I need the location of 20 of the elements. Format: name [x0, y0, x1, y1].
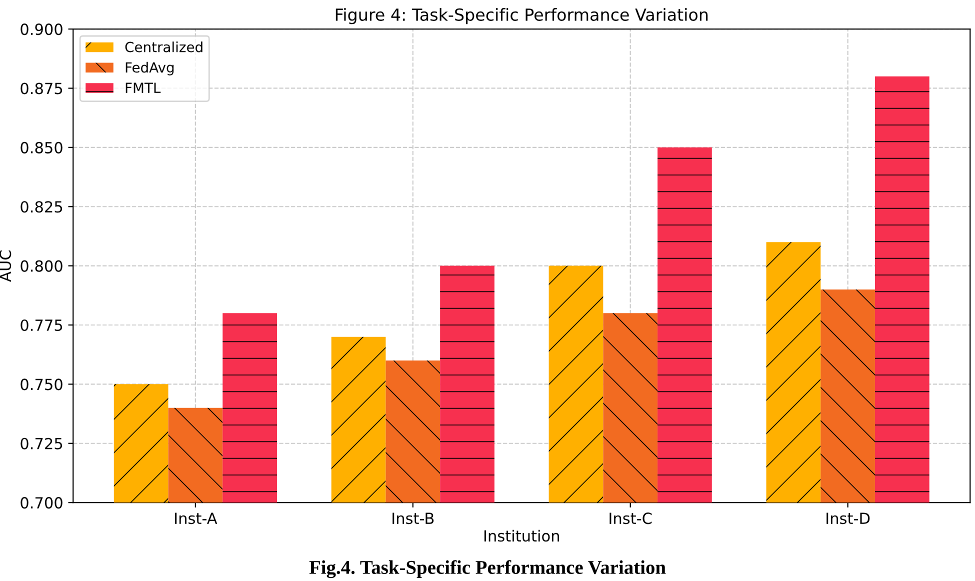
x-tick-label: Inst-A — [175, 512, 218, 524]
y-tick-label: 0.875 — [20, 82, 62, 94]
legend-label: Centralized — [125, 42, 202, 52]
x-tick-label: Inst-C — [610, 512, 652, 524]
y-tick-label: 0.800 — [20, 260, 62, 272]
y-tick-label: 0.775 — [20, 319, 62, 332]
x-tick-label: Inst-D — [826, 512, 870, 524]
y-tick-label: 0.750 — [20, 378, 62, 390]
chart-title: Figure 4: Task-Specific Performance Variation — [336, 8, 708, 24]
legend-label: FMTL — [126, 82, 161, 93]
y-tick-label: 0.825 — [20, 201, 62, 213]
x-axis-title: Institution — [484, 530, 559, 542]
legend-label: FedAvg — [126, 62, 174, 76]
caption: Fig.4. Task-Specific Performance Variation — [309, 560, 666, 578]
y-tick-label: 0.850 — [20, 142, 62, 154]
y-tick-label: 0.700 — [20, 497, 62, 509]
y-axis-title: AUC — [0, 250, 12, 282]
y-tick-label: 0.900 — [20, 24, 62, 36]
x-tick-label: Inst-B — [392, 512, 434, 524]
y-tick-label: 0.725 — [20, 438, 62, 450]
